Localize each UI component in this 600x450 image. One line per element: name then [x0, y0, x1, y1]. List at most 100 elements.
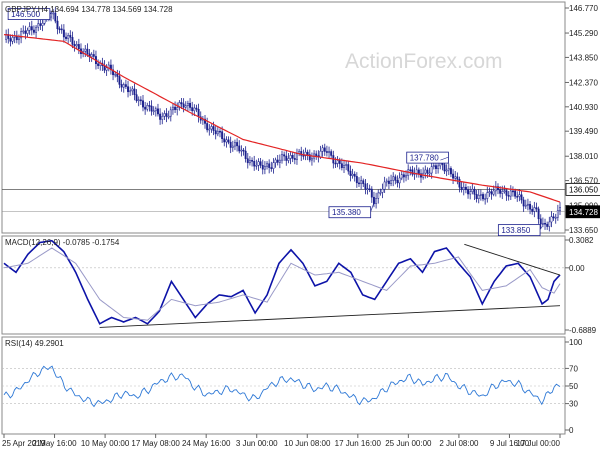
- candle-body: [475, 194, 478, 200]
- candle-body: [351, 173, 354, 176]
- candle-body: [409, 169, 412, 171]
- candle-body: [462, 186, 465, 190]
- candle-body: [287, 158, 290, 161]
- price-panel: [1, 1, 566, 234]
- candle-body: [524, 204, 527, 207]
- candle-body: [39, 23, 42, 26]
- candle-body: [54, 12, 57, 22]
- candle-body: [77, 44, 80, 50]
- candle-body: [266, 163, 268, 167]
- candle-body: [454, 176, 457, 179]
- candle-body: [467, 189, 469, 195]
- candle-body: [161, 116, 164, 120]
- candle-body: [514, 190, 517, 197]
- candle-body: [385, 180, 388, 183]
- candle-body: [516, 196, 519, 198]
- candle-body: [552, 216, 555, 219]
- candle-body: [499, 189, 502, 194]
- macd-tick-label: -0.6889: [569, 326, 597, 335]
- candle-body: [210, 126, 213, 130]
- swing-leader: [539, 226, 543, 230]
- time-tick-label: 25 Apr 2019: [2, 439, 46, 448]
- candle-body: [306, 151, 309, 155]
- candle-body: [131, 88, 134, 92]
- candle-body: [437, 165, 440, 169]
- candle-body: [390, 180, 393, 184]
- candle-body: [86, 48, 89, 55]
- candle-body: [167, 115, 170, 118]
- candle-body: [137, 99, 140, 102]
- candle-body: [285, 155, 288, 161]
- macd-line: [3, 239, 561, 325]
- candle-body: [146, 105, 149, 110]
- candle-body: [375, 198, 378, 204]
- candle-body: [272, 162, 275, 169]
- macd-signal-line: [3, 247, 561, 321]
- candle-body: [208, 128, 211, 131]
- candle-body: [139, 99, 142, 102]
- candle-body: [270, 167, 273, 169]
- time-tick-label: 17 Jul 00:00: [516, 439, 560, 448]
- candle-body: [116, 73, 119, 77]
- candle-body: [133, 88, 136, 95]
- candle-body: [276, 159, 279, 163]
- rsi-axis: 100 70 50 30 0: [565, 338, 583, 435]
- rsi-series: [2, 365, 565, 408]
- candle-body: [135, 94, 138, 101]
- candle-body: [355, 176, 358, 184]
- swing-label: 146.500: [11, 10, 40, 19]
- candle-body: [512, 190, 514, 193]
- candle-body: [186, 103, 189, 106]
- candle-body: [112, 69, 115, 76]
- candle-body: [274, 159, 277, 163]
- candle-body: [336, 160, 339, 164]
- candle-body: [35, 26, 38, 33]
- candle-body: [246, 158, 249, 164]
- candle-body: [518, 194, 521, 197]
- rsi-tick-label: 0: [569, 426, 574, 435]
- candle-body: [430, 166, 433, 174]
- candle-body: [537, 208, 540, 220]
- candle-body: [426, 169, 429, 174]
- candle-body: [368, 188, 371, 191]
- time-tick-label: 9 Jul 16:00: [490, 439, 530, 448]
- swing-leader: [440, 156, 449, 161]
- candle-body: [520, 194, 523, 201]
- candle-body: [238, 145, 241, 152]
- candle-body: [321, 147, 324, 152]
- macd-axis: 0.3082 0.00 -0.6889: [565, 236, 597, 335]
- time-tick-label: 3 Jun 00:00: [236, 439, 278, 448]
- candle-body: [340, 163, 343, 168]
- candle-body: [216, 130, 219, 135]
- candle-body: [328, 151, 330, 153]
- candle-body: [347, 164, 350, 172]
- candle-body: [302, 155, 305, 157]
- macd-series: [2, 239, 565, 328]
- candle-body: [503, 190, 506, 192]
- candle-body: [490, 191, 493, 195]
- candle-body: [124, 84, 127, 87]
- macd-header: MACD(12,26,9) -0.0785 -0.1754: [5, 238, 120, 247]
- candle-body: [291, 155, 294, 159]
- candle-body: [479, 194, 482, 196]
- candle-body: [259, 161, 262, 166]
- candle-body: [345, 164, 348, 166]
- candle-body: [28, 26, 31, 31]
- swing-label-box: [406, 151, 449, 164]
- candle-body: [464, 186, 467, 190]
- candle-body: [366, 188, 369, 191]
- price-axis: 146.770 145.290 143.850 142.370 140.930 139.4…: [565, 4, 600, 235]
- price-tag: [565, 205, 600, 219]
- time-tick-label: 2 May 16:00: [33, 439, 78, 448]
- candle-body: [293, 158, 296, 160]
- candle-body: [526, 203, 529, 206]
- candle-body: [319, 150, 322, 158]
- candle-body: [338, 160, 341, 164]
- candle-body: [308, 154, 311, 161]
- price-tag: [565, 182, 600, 196]
- candle-body: [334, 162, 337, 165]
- candle-body: [114, 73, 117, 76]
- candle-body: [541, 222, 544, 225]
- candle-body: [9, 38, 12, 42]
